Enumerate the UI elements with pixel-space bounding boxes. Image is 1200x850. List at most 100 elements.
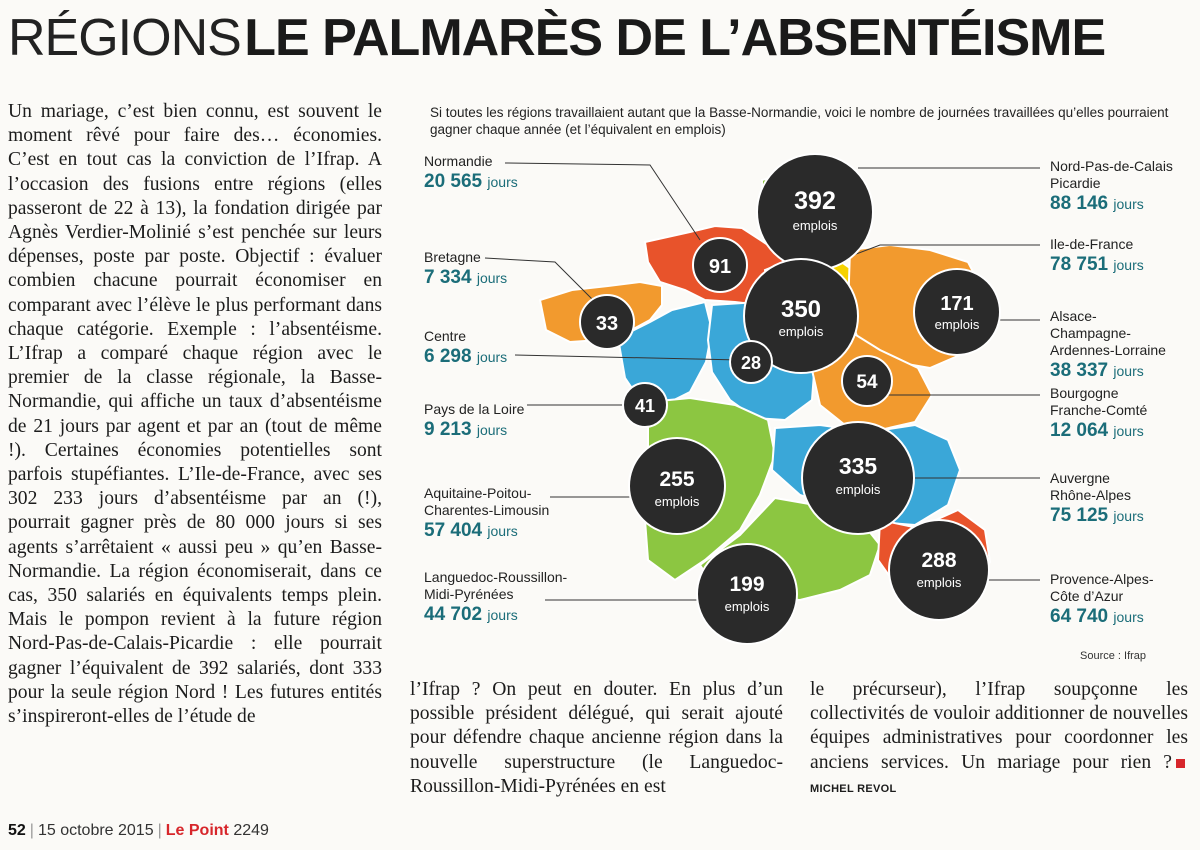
region-label-auvergne: Auvergne Rhône-Alpes 75 125 jours	[1050, 470, 1150, 528]
region-name: Languedoc-Roussillon-Midi-Pyrénées	[424, 569, 568, 602]
region-label-bretagne: Bretagne 7 334 jours	[424, 249, 594, 290]
job-bubble-value: 28	[741, 353, 761, 373]
job-bubble-value: 350	[781, 296, 821, 323]
region-label-bourgogne: Bourgogne Franche-Comté 12 064 jours	[1050, 385, 1160, 443]
region-label-paca: Provence-Alpes-Côte d’Azur 64 740 jours	[1050, 571, 1162, 629]
region-name: Auvergne Rhône-Alpes	[1050, 470, 1131, 503]
job-bubble-paca: 288 emplois	[888, 519, 990, 621]
region-days-unit: jours	[1113, 257, 1144, 273]
job-bubble-acal: 171 emplois	[913, 268, 1001, 356]
region-days-unit: jours	[487, 607, 518, 623]
job-bubble-ile-de-france: 350 emplois	[743, 258, 859, 374]
region-days-unit: jours	[1113, 508, 1144, 524]
article-column-3-text: le précurseur), l’Ifrap soupçonne les co…	[810, 679, 1188, 773]
region-days-unit: jours	[487, 523, 518, 539]
region-days: 9 213	[424, 419, 472, 440]
region-name: Bretagne	[424, 249, 481, 265]
job-bubble-value: 288	[921, 549, 956, 572]
leader-line-normandie	[504, 162, 701, 241]
region-days: 64 740	[1050, 606, 1109, 627]
region-name: Normandie	[424, 153, 493, 169]
region-label-aquitaine: Aquitaine-Poitou-Charentes-Limousin 57 4…	[424, 485, 554, 543]
region-days: 6 298	[424, 346, 472, 367]
source-note: Source : Ifrap	[1080, 650, 1147, 662]
headline: RÉGIONS LE PALMARÈS DE L’ABSENTÉISME	[8, 8, 1106, 72]
job-bubble-unit: emplois	[779, 324, 824, 339]
job-bubble-bretagne: 33	[579, 294, 635, 350]
job-bubble-pays-de-la-loire: 41	[622, 382, 668, 428]
job-bubble-nord-picardie: 392 emplois	[756, 153, 874, 271]
job-bubble-value: 54	[856, 372, 878, 393]
region-days-unit: jours	[1113, 196, 1144, 212]
infographic-intro: Si toutes les régions travaillaient auta…	[430, 105, 1169, 137]
region-name: Nord-Pas-de-Calais Picardie	[1050, 158, 1173, 191]
job-bubble-aquitaine: 255 emplois	[628, 437, 726, 535]
article-column-2: l’Ifrap ? On peut en douter. En plus d’u…	[410, 679, 783, 797]
region-days-unit: jours	[476, 349, 508, 365]
footer-separator: |	[157, 822, 162, 839]
footer-separator: |	[29, 822, 34, 839]
job-bubble-centre: 28	[729, 340, 773, 384]
job-bubble-bourgogne: 54	[841, 355, 893, 407]
job-bubble-auvergne: 335 emplois	[801, 421, 915, 535]
headline-kicker: RÉGIONS	[8, 9, 242, 67]
region-days-unit: jours	[1113, 609, 1144, 625]
job-bubble-value: 199	[729, 573, 764, 596]
region-days: 7 334	[424, 267, 472, 288]
job-bubble-value: 255	[659, 468, 694, 491]
leader-line-bretagne	[484, 257, 599, 306]
job-bubble-normandie: 91	[692, 237, 748, 293]
article-column-1: Un mariage, c’est bien connu, est souven…	[8, 101, 382, 728]
job-bubble-unit: emplois	[836, 482, 881, 497]
magazine-name: Le Point	[165, 822, 229, 839]
issue-number: 2249	[233, 822, 269, 839]
job-bubble-value: 91	[709, 256, 731, 278]
region-days: 78 751	[1050, 254, 1109, 275]
region-days: 44 702	[424, 604, 483, 625]
region-days: 57 404	[424, 520, 483, 541]
job-bubble-value: 41	[635, 396, 655, 416]
region-name: Centre	[424, 328, 467, 344]
job-bubble-value: 171	[940, 293, 973, 315]
region-label-normandie: Normandie 20 565 jours	[424, 153, 594, 194]
region-days: 88 146	[1050, 193, 1109, 214]
region-days: 75 125	[1050, 505, 1109, 526]
region-label-centre: Centre 6 298 jours	[424, 328, 594, 369]
issue-date: 15 octobre 2015	[37, 822, 154, 839]
region-days-unit: jours	[476, 270, 508, 286]
region-label-languedoc: Languedoc-Roussillon-Midi-Pyrénées 44 70…	[424, 569, 574, 627]
region-days: 38 337	[1050, 360, 1109, 381]
region-name: Aquitaine-Poitou-Charentes-Limousin	[424, 485, 550, 518]
leader-line-centre	[514, 354, 741, 361]
job-bubble-unit: emplois	[655, 494, 700, 509]
region-name: Provence-Alpes-Côte d’Azur	[1050, 571, 1154, 604]
region-name: Alsace-Champagne-Ardennes-Lorraine	[1050, 308, 1166, 358]
region-label-ile-de-france: Ile-de-France 78 751 jours	[1050, 236, 1190, 277]
region-days: 20 565	[424, 171, 483, 192]
region-label-pays-de-la-loire: Pays de la Loire 9 213 jours	[424, 401, 594, 442]
job-bubble-unit: emplois	[725, 599, 770, 614]
region-name: Pays de la Loire	[424, 401, 525, 417]
region-days: 12 064	[1050, 420, 1109, 441]
headline-title: LE PALMARÈS DE L’ABSENTÉISME	[244, 9, 1106, 67]
region-label-acal: Alsace-Champagne-Ardennes-Lorraine 38 33…	[1050, 308, 1175, 383]
region-days-unit: jours	[1113, 423, 1144, 439]
page-footer: 52 | 15 octobre 2015 | Le Point 2249	[8, 822, 269, 840]
job-bubble-value: 335	[839, 453, 878, 479]
region-label-nord-picardie: Nord-Pas-de-Calais Picardie 88 146 jours	[1050, 158, 1190, 216]
job-bubble-unit: emplois	[793, 218, 838, 233]
region-days-unit: jours	[487, 174, 518, 190]
job-bubble-languedoc: 199 emplois	[696, 543, 798, 645]
job-bubble-value: 392	[794, 187, 836, 215]
byline: MICHEL REVOL	[810, 782, 897, 795]
end-mark-icon	[1176, 758, 1185, 768]
job-bubble-unit: emplois	[935, 317, 980, 332]
region-days-unit: jours	[1113, 363, 1144, 379]
article-column-3: le précurseur), l’Ifrap soupçonne les co…	[810, 678, 1188, 800]
job-bubble-value: 33	[596, 313, 618, 335]
region-name: Bourgogne Franche-Comté	[1050, 385, 1148, 418]
region-name: Ile-de-France	[1050, 236, 1134, 252]
job-bubble-unit: emplois	[917, 575, 962, 590]
region-days-unit: jours	[476, 422, 508, 438]
